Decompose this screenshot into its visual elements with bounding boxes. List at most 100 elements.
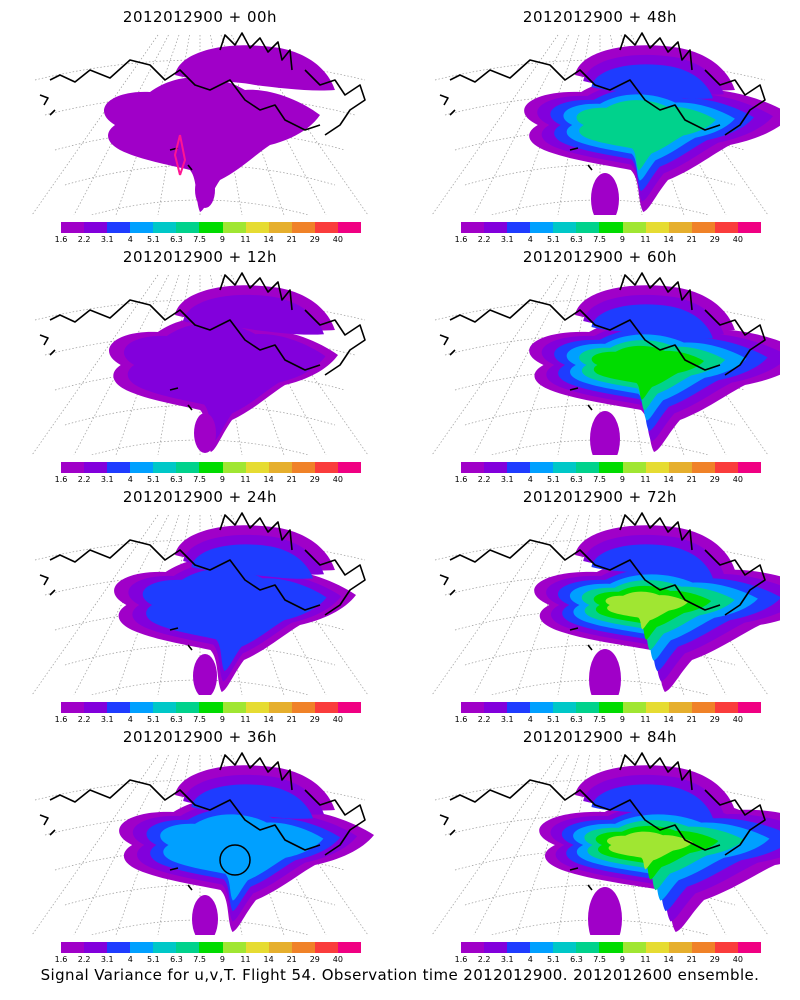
colorbar-swatch (153, 702, 177, 713)
colorbar-swatch (84, 222, 108, 233)
colorbar-swatch (107, 702, 131, 713)
colorbar-tick-label: 29 (709, 715, 720, 724)
colorbar-tick-label: 14 (663, 235, 674, 244)
colorbar-swatch (599, 222, 623, 233)
colorbar-tick-label: 6.3 (570, 235, 583, 244)
colorbar-tick-label: 6.3 (170, 715, 183, 724)
colorbar-ticks: 1.6 2.2 3.1 4 5.1 6.3 7.5 9 11 14 21 29 40 (55, 715, 361, 725)
figure-caption: Signal Variance for u,v,T. Flight 54. Ob… (40, 966, 760, 984)
colorbar (461, 702, 762, 713)
colorbar-swatch (199, 222, 223, 233)
panel-title: 2012012900 + 48h (522, 8, 678, 26)
colorbar-swatch (337, 942, 362, 953)
polar-map (431, 272, 780, 455)
colorbar-swatch (576, 942, 600, 953)
colorbar-ticks: 1.6 2.2 3.1 4 5.1 6.3 7.5 9 11 14 21 29 40 (55, 475, 361, 485)
colorbar-tick-label: 5.1 (147, 955, 160, 964)
colorbar-swatch (668, 702, 692, 713)
colorbar-swatch (530, 702, 554, 713)
colorbar-swatch (176, 222, 200, 233)
colorbar-tick-label: 2.2 (477, 955, 491, 964)
colorbar-tick-label: 40 (732, 955, 743, 964)
colorbar (461, 462, 762, 473)
colorbar-swatch (314, 942, 338, 953)
colorbar-swatch (553, 462, 577, 473)
colorbar-tick-label: 2.2 (77, 475, 91, 484)
colorbar-tick-label: 3.1 (100, 475, 114, 484)
colorbar-swatch (599, 462, 623, 473)
colorbar-swatch (153, 222, 177, 233)
colorbar-tick-label: 2.2 (77, 955, 91, 964)
colorbar-swatch (61, 222, 85, 233)
colorbar-tick-label: 11 (240, 235, 251, 244)
coastlines (39, 272, 366, 411)
panel-title: 2012012900 + 60h (522, 248, 678, 266)
colorbar-tick-label: 40 (732, 475, 743, 484)
colorbar-tick-label: 3.1 (500, 955, 514, 964)
colorbar-swatch (61, 462, 85, 473)
variance-field (103, 45, 335, 212)
colorbar (61, 222, 362, 233)
colorbar-tick-label: 40 (732, 235, 743, 244)
colorbar-tick-label: 1.6 (54, 955, 68, 964)
colorbar-tick-label: 21 (286, 955, 297, 964)
colorbar-swatch (222, 462, 246, 473)
colorbar-tick-label: 9 (219, 475, 225, 484)
variance-field (539, 765, 780, 935)
colorbar-swatch (714, 942, 738, 953)
colorbar-tick-label: 7.5 (193, 715, 206, 724)
colorbar-swatch (291, 702, 315, 713)
colorbar-ticks: 1.6 2.2 3.1 4 5.1 6.3 7.5 9 11 14 21 29 40 (455, 955, 761, 965)
colorbar-swatch (461, 942, 485, 953)
colorbar-swatch (599, 702, 623, 713)
colorbar-swatch (176, 702, 200, 713)
colorbar-tick-label: 7.5 (593, 715, 606, 724)
colorbar-tick-label: 40 (332, 955, 343, 964)
colorbar-tick-label: 1.6 (54, 235, 68, 244)
colorbar-swatch (153, 462, 177, 473)
colorbar-swatch (61, 702, 85, 713)
colorbar-swatch (645, 462, 669, 473)
colorbar-tick-label: 11 (640, 715, 651, 724)
coastlines (39, 512, 366, 651)
colorbar-tick-label: 29 (709, 475, 720, 484)
polar-map (431, 512, 780, 695)
colorbar-swatch (222, 942, 246, 953)
variance-field (109, 285, 338, 453)
colorbar-tick-label: 14 (263, 955, 274, 964)
colorbar-tick-label: 4 (127, 475, 133, 484)
colorbar-tick-label: 14 (263, 715, 274, 724)
colorbar-swatch (691, 222, 715, 233)
colorbar-swatch (153, 942, 177, 953)
colorbar-swatch (484, 222, 508, 233)
colorbar-tick-label: 21 (686, 475, 697, 484)
colorbar-tick-label: 6.3 (570, 955, 583, 964)
colorbar (461, 222, 762, 233)
forecast-panel: 2012012900 + 12h 1.6 2.2 3.1 4 5.1 6.3 7.5 9 11 14… (0, 240, 400, 484)
colorbar-swatch (291, 222, 315, 233)
panel-title: 2012012900 + 36h (122, 728, 278, 746)
colorbar-swatch (691, 702, 715, 713)
colorbar-swatch (268, 942, 292, 953)
colorbar-swatch (268, 222, 292, 233)
colorbar-swatch (61, 942, 85, 953)
colorbar-swatch (737, 702, 762, 713)
colorbar-swatch (199, 702, 223, 713)
colorbar-tick-label: 9 (219, 235, 225, 244)
colorbar-tick-label: 2.2 (477, 475, 491, 484)
colorbar-tick-label: 1.6 (454, 715, 468, 724)
colorbar-tick-label: 9 (619, 475, 625, 484)
colorbar-swatch (714, 222, 738, 233)
colorbar-swatch (107, 942, 131, 953)
colorbar-swatch (737, 462, 762, 473)
colorbar-tick-label: 4 (527, 235, 533, 244)
variance-field (529, 285, 780, 455)
colorbar-swatch (291, 942, 315, 953)
colorbar-swatch (176, 942, 200, 953)
forecast-panel: 2012012900 + 72h 1.6 2.2 3.1 4 5.1 6.3 7.5 9 11 14… (400, 480, 800, 724)
colorbar-swatch (199, 462, 223, 473)
colorbar-swatch (622, 702, 646, 713)
coastlines (439, 752, 766, 891)
colorbar-tick-label: 4 (127, 235, 133, 244)
colorbar-swatch (84, 942, 108, 953)
